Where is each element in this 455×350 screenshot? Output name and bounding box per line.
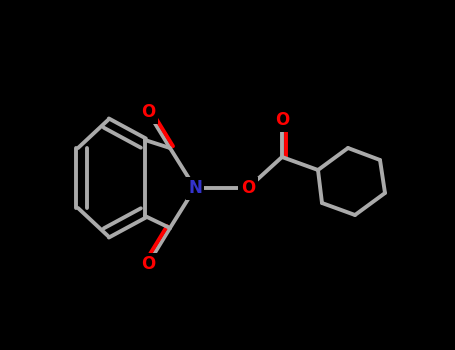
Text: O: O <box>241 179 255 197</box>
Text: N: N <box>188 179 202 197</box>
Text: O: O <box>275 111 289 129</box>
Text: O: O <box>141 103 155 121</box>
Text: O: O <box>141 255 155 273</box>
